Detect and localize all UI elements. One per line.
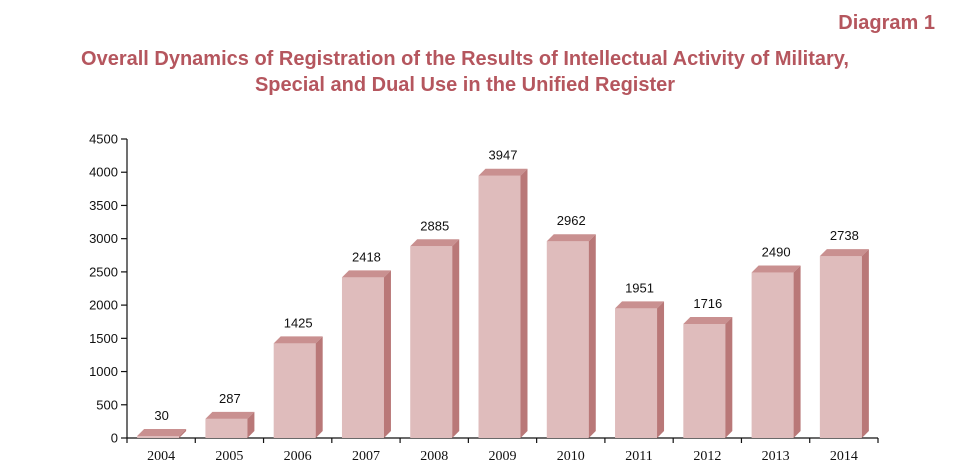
- chart-title-line-2: Special and Dual Use in the Unified Regi…: [254, 74, 676, 96]
- bar-front: [546, 241, 589, 438]
- bar-front: [683, 323, 726, 438]
- bar-value-label: 2885: [420, 218, 449, 233]
- x-category-label: 2007: [352, 449, 380, 464]
- x-category-label: 2013: [762, 449, 790, 464]
- x-category-label: 2011: [625, 449, 652, 464]
- y-tick-label: 0: [111, 431, 118, 446]
- y-tick-label: 2500: [89, 264, 118, 279]
- bar-value-label: 1425: [284, 315, 313, 330]
- bar-side: [179, 429, 187, 438]
- bar-top: [751, 265, 801, 273]
- chart-title: Overall Dynamics of Registration of the …: [0, 46, 930, 98]
- x-category-label: 2004: [147, 449, 175, 464]
- bar-side: [793, 265, 801, 438]
- bar-front: [615, 308, 658, 438]
- bar-front: [410, 246, 453, 438]
- x-category-label: 2005: [215, 449, 243, 464]
- x-category-label: 2009: [489, 449, 517, 464]
- y-tick-label: 2000: [89, 298, 118, 313]
- bar-value-label: 30: [154, 408, 168, 423]
- bar-front: [137, 436, 180, 438]
- y-tick-label: 4000: [89, 165, 118, 180]
- bar-value-label: 1951: [625, 280, 654, 295]
- bar-value-label: 1716: [693, 296, 722, 311]
- y-tick-label: 500: [96, 397, 118, 412]
- bar-top: [205, 411, 255, 419]
- bar-value-label: 2738: [830, 228, 859, 243]
- bar-top: [819, 249, 869, 257]
- y-tick-label: 4500: [89, 132, 118, 147]
- x-category-label: 2010: [557, 449, 585, 464]
- bar-top: [615, 301, 665, 309]
- bar-front: [478, 175, 521, 438]
- bar-side: [383, 270, 391, 438]
- bar-front: [205, 418, 248, 438]
- x-category-label: 2008: [420, 449, 448, 464]
- chart-title-line-1: Overall Dynamics of Registration of the …: [81, 48, 849, 70]
- y-tick-label: 1500: [89, 331, 118, 346]
- bar-top: [478, 168, 528, 176]
- bar-side: [315, 336, 323, 438]
- bar-top: [546, 234, 596, 242]
- bar-front: [819, 256, 862, 438]
- diagram-label: Diagram 1: [838, 12, 935, 34]
- x-category-label: 2014: [830, 449, 858, 464]
- bar-side: [725, 316, 733, 438]
- bar-front: [341, 277, 384, 438]
- bar-side: [588, 234, 596, 438]
- bar-side: [657, 301, 665, 438]
- bar-top: [273, 336, 323, 344]
- bar-value-label: 287: [219, 391, 241, 406]
- bar-top: [137, 429, 187, 437]
- bar-front: [751, 272, 794, 438]
- bar-side: [452, 239, 460, 438]
- bar-side: [247, 411, 255, 438]
- bar-value-label: 2490: [762, 245, 791, 260]
- y-tick-label: 3000: [89, 231, 118, 246]
- bar-top: [410, 239, 460, 247]
- x-category-label: 2006: [284, 449, 312, 464]
- bar-top: [683, 316, 733, 324]
- bar-front: [273, 343, 316, 438]
- bar-side: [520, 168, 528, 438]
- x-category-label: 2012: [693, 449, 721, 464]
- y-tick-label: 1000: [89, 364, 118, 379]
- bar-top: [341, 270, 391, 278]
- y-tick-label: 3500: [89, 198, 118, 213]
- bar-value-label: 2418: [352, 249, 381, 264]
- bar-side: [861, 249, 869, 438]
- bar-value-label: 3947: [489, 148, 518, 163]
- bar-value-label: 2962: [557, 213, 586, 228]
